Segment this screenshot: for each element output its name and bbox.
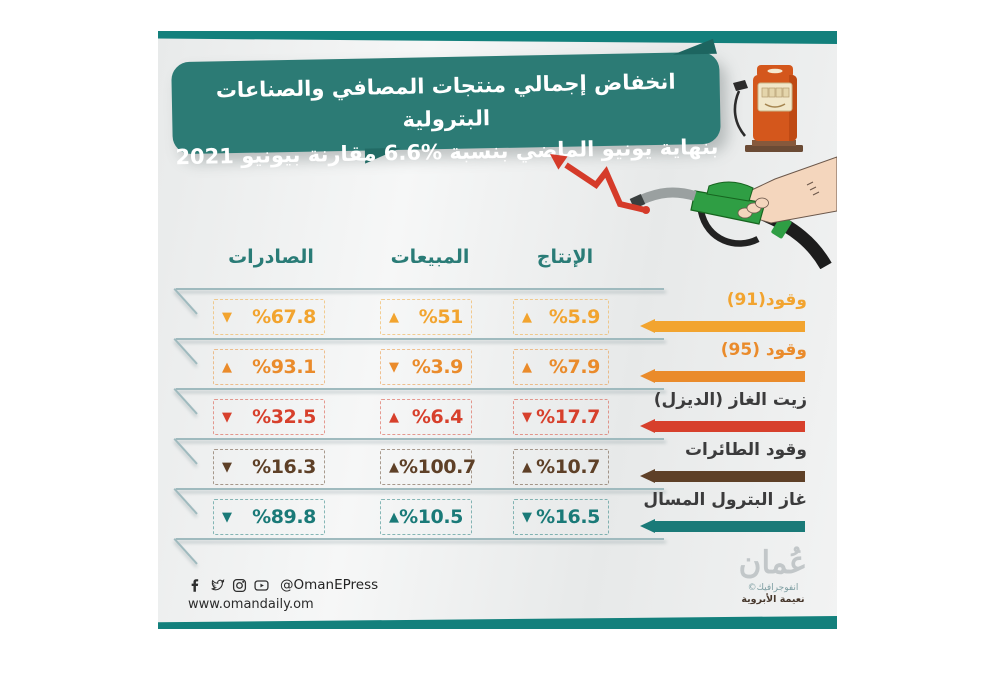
trend-up-icon: ▲ (222, 359, 232, 375)
trend-down-icon: ▼ (222, 509, 232, 525)
trend-up-icon: ▲ (389, 459, 399, 475)
trend-up-icon: ▲ (389, 409, 399, 425)
publisher-logo-block: عُمان انفوجرافيك© نعيمة الأبروية (729, 545, 817, 605)
row-divider (176, 388, 664, 390)
title-banner: انخفاض إجمالي منتجات المصافي والصناعات ا… (171, 51, 721, 169)
left-arrow-icon (640, 519, 805, 534)
production-value: ▲ %10.7 (513, 449, 609, 485)
exports-value: ▼ %89.8 (213, 499, 325, 535)
trigger-guard (697, 210, 760, 247)
column-header-sales: المبيعات (390, 246, 470, 268)
website-link[interactable]: www.omandaily.om (188, 597, 314, 612)
production-value: ▼ %16.5 (513, 499, 609, 535)
fuel-label: وقود(91) (726, 290, 807, 310)
trend-down-icon: ▼ (522, 509, 532, 525)
column-header-exports: الصادرات (228, 246, 314, 268)
row-divider (176, 438, 664, 440)
table-row: وقود(91) ▲ %5.9 ▲ %51 ▼ %67.8 (158, 288, 837, 338)
zigzag-arrow-svg (550, 154, 650, 214)
trend-down-icon: ▼ (222, 459, 232, 475)
trend-zigzag-arrow-icon (538, 149, 663, 234)
trend-up-icon: ▲ (389, 309, 399, 325)
left-arrow-icon (640, 369, 805, 384)
spout-tip (629, 193, 646, 210)
row-divider (176, 288, 664, 290)
pump-base (745, 145, 803, 152)
column-header-production: الإنتاج (536, 246, 594, 268)
youtube-icon[interactable] (254, 578, 269, 593)
trend-up-icon: ▲ (389, 509, 399, 525)
arm-hatch (806, 181, 820, 196)
trend-up-icon: ▲ (522, 309, 532, 325)
fuel-pump-svg (733, 65, 803, 152)
instagram-icon[interactable] (232, 578, 247, 593)
pump-nozzle (733, 80, 748, 91)
finger (755, 197, 769, 209)
row-divider (176, 538, 664, 540)
facebook-icon[interactable] (188, 578, 203, 593)
trend-down-icon: ▼ (389, 359, 399, 375)
sales-value: ▲ %51 (380, 299, 472, 335)
left-arrow-icon (640, 319, 805, 334)
nozzle-top (706, 181, 754, 202)
exports-value: ▼ %16.3 (213, 449, 325, 485)
sales-value: ▲ %100.7 (380, 449, 476, 485)
fuel-pump-icon (729, 57, 815, 157)
table-row: غاز البترول المسال ▼ %16.5 ▲ %10.5 ▼ %89… (158, 488, 837, 538)
nozzle-spout (638, 187, 697, 205)
table-row: زيت الغاز (الديزل) ▼ %17.7 ▲ %6.4 ▼ %32.… (158, 388, 837, 438)
exports-value: ▼ %67.8 (213, 299, 325, 335)
social-handle[interactable]: @OmanEPress (280, 577, 379, 593)
pump-base-step (752, 140, 796, 146)
trend-down-icon: ▼ (222, 309, 232, 325)
row-divider (176, 488, 664, 490)
trend-down-icon: ▼ (522, 409, 532, 425)
sales-value: ▼ %3.9 (380, 349, 472, 385)
fuel-label: زيت الغاز (الديزل) (653, 390, 807, 410)
twitter-icon[interactable] (210, 578, 225, 593)
oman-newspaper-logo: عُمان (738, 545, 808, 581)
exports-value: ▲ %93.1 (213, 349, 325, 385)
exports-value: ▼ %32.5 (213, 399, 325, 435)
social-bar: @OmanEPress (188, 577, 378, 593)
sales-value: ▲ %10.5 (380, 499, 472, 535)
table-row: وقود الطائرات ▲ %10.7 ▲ %100.7 ▼ %16.3 (158, 438, 837, 488)
trend-up-icon: ▲ (522, 459, 532, 475)
designer-credit: نعيمة الأبروية (741, 594, 805, 605)
top-accent-bar (158, 31, 837, 44)
trend-up-icon: ▲ (522, 359, 532, 375)
production-value: ▲ %7.9 (513, 349, 609, 385)
title-line-1: انخفاض إجمالي منتجات المصافي والصناعات ا… (215, 69, 676, 132)
sales-value: ▲ %6.4 (380, 399, 472, 435)
left-arrow-icon (640, 419, 805, 434)
fuel-label: وقود الطائرات (684, 440, 807, 460)
fuel-label: وقود (95) (720, 340, 807, 360)
left-arrow-icon (640, 469, 805, 484)
bottom-accent-bar (158, 616, 837, 629)
table-row: وقود (95) ▲ %7.9 ▼ %3.9 ▲ %93.1 (158, 338, 837, 388)
hose-green-band (771, 216, 792, 239)
production-value: ▲ %5.9 (513, 299, 609, 335)
infographic-credit: انفوجرافيك© (747, 583, 799, 593)
pump-hose (733, 90, 747, 137)
table-end (158, 538, 837, 542)
row-divider (176, 338, 664, 340)
fuel-label: غاز البترول المسال (643, 490, 807, 510)
infographic-panel: انخفاض إجمالي منتجات المصافي والصناعات ا… (158, 31, 838, 629)
trend-down-icon: ▼ (222, 409, 232, 425)
production-value: ▼ %17.7 (513, 399, 609, 435)
